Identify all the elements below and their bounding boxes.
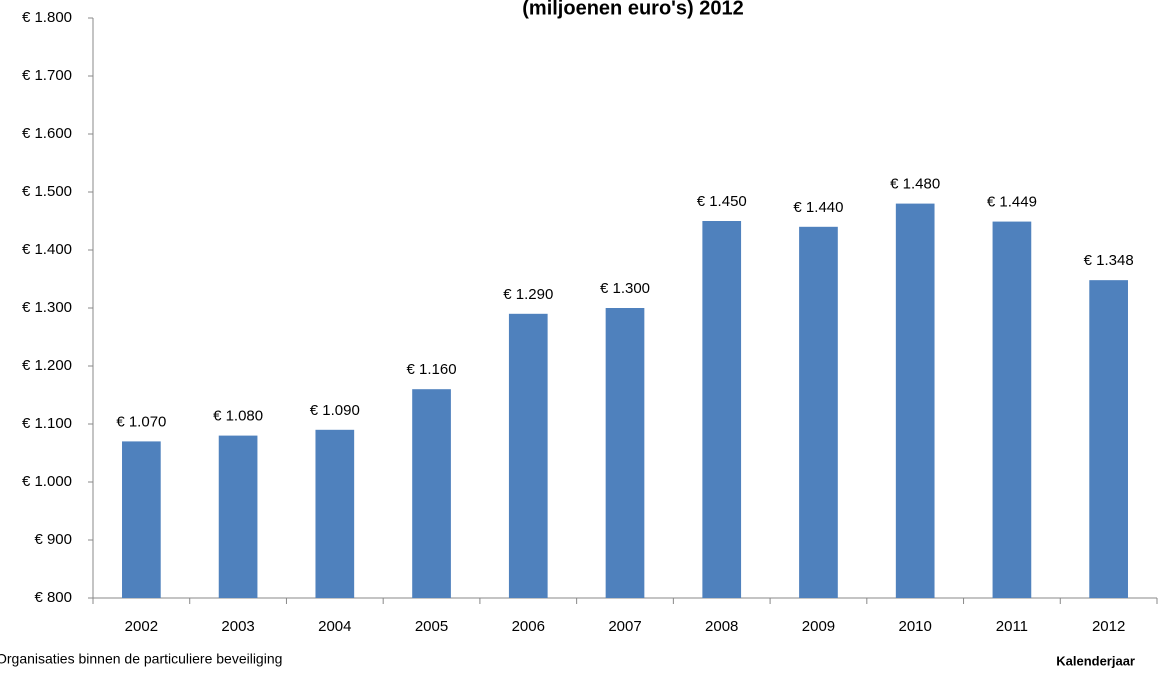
data-label: € 1.348 <box>1084 252 1134 269</box>
data-label: € 1.300 <box>600 280 650 297</box>
x-tick-label: 2012 <box>1092 618 1125 635</box>
bar <box>895 203 935 598</box>
bar <box>992 221 1032 598</box>
x-tick-label: 2006 <box>512 618 545 635</box>
bar <box>315 429 355 598</box>
bar <box>605 308 645 598</box>
bar <box>122 441 161 598</box>
y-tick-label: € 1.000 <box>22 473 72 490</box>
x-tick-label: 2004 <box>318 618 351 635</box>
source-note: Organisaties binnen de particuliere beve… <box>0 651 282 667</box>
data-label: € 1.070 <box>116 413 166 430</box>
bar <box>412 389 451 598</box>
data-label: € 1.440 <box>793 199 843 216</box>
x-tick-label: 2011 <box>996 618 1028 635</box>
y-tick-label: € 1.100 <box>22 415 72 432</box>
x-tick-label: 2009 <box>802 618 835 635</box>
y-tick-label: € 1.300 <box>22 299 72 316</box>
x-tick-label: 2003 <box>221 618 254 635</box>
data-label: € 1.090 <box>310 402 360 419</box>
y-tick-label: € 1.600 <box>22 125 72 142</box>
y-tick-label: € 1.400 <box>22 241 72 258</box>
x-tick-label: 2002 <box>125 618 158 635</box>
y-tick-label: € 1.500 <box>22 183 72 200</box>
y-tick-label: € 1.700 <box>22 67 72 84</box>
data-label: € 1.449 <box>987 194 1037 211</box>
y-tick-label: € 800 <box>34 589 72 606</box>
x-tick-label: 2007 <box>608 618 641 635</box>
data-label: € 1.450 <box>697 193 747 210</box>
x-tick-label: 2005 <box>415 618 448 635</box>
chart-title: (miljoenen euro's) 2012 <box>522 0 744 19</box>
data-label: € 1.080 <box>213 408 263 425</box>
data-label: € 1.160 <box>407 361 457 378</box>
bar <box>1089 280 1128 598</box>
x-tick-label: 2010 <box>898 618 931 635</box>
x-axis-label: Kalenderjaar <box>1056 653 1135 668</box>
bar <box>218 435 258 598</box>
bar <box>702 221 742 598</box>
data-label: € 1.290 <box>503 286 553 303</box>
bar <box>508 313 548 598</box>
y-tick-label: € 1.200 <box>22 357 72 374</box>
data-label: € 1.480 <box>890 176 940 193</box>
x-tick-label: 2008 <box>705 618 738 635</box>
y-tick-label: € 1.800 <box>22 9 72 26</box>
bar <box>799 226 838 599</box>
y-tick-label: € 900 <box>34 531 72 548</box>
